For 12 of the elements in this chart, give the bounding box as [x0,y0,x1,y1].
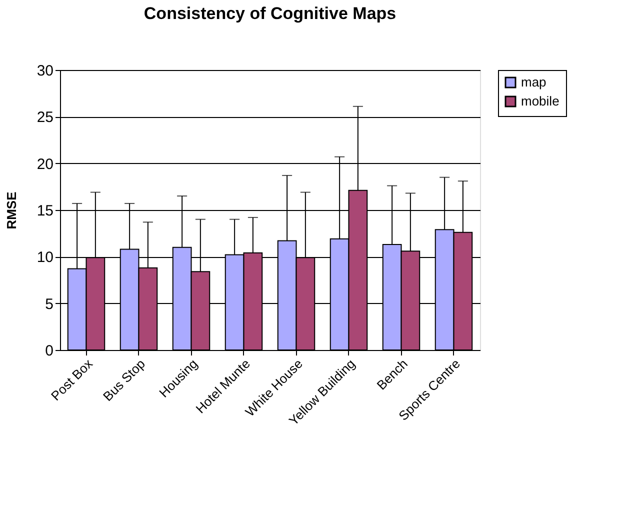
y-tick-label: 15 [36,202,54,220]
y-tick-label: 20 [36,156,54,173]
y-axis-title: RMSE [4,191,19,230]
y-tick-label: 0 [45,342,54,360]
y-tick-label: 5 [45,296,54,313]
x-tick-label: Bus Stop [100,356,148,404]
chart-title: Consistency of Cognitive Maps [144,4,396,23]
y-tick-label: 25 [36,109,54,126]
y-tick-label: 30 [36,62,54,80]
legend-label: map [521,74,546,90]
y-tick-label: 10 [36,249,54,266]
legend-label: mobile [521,94,560,108]
